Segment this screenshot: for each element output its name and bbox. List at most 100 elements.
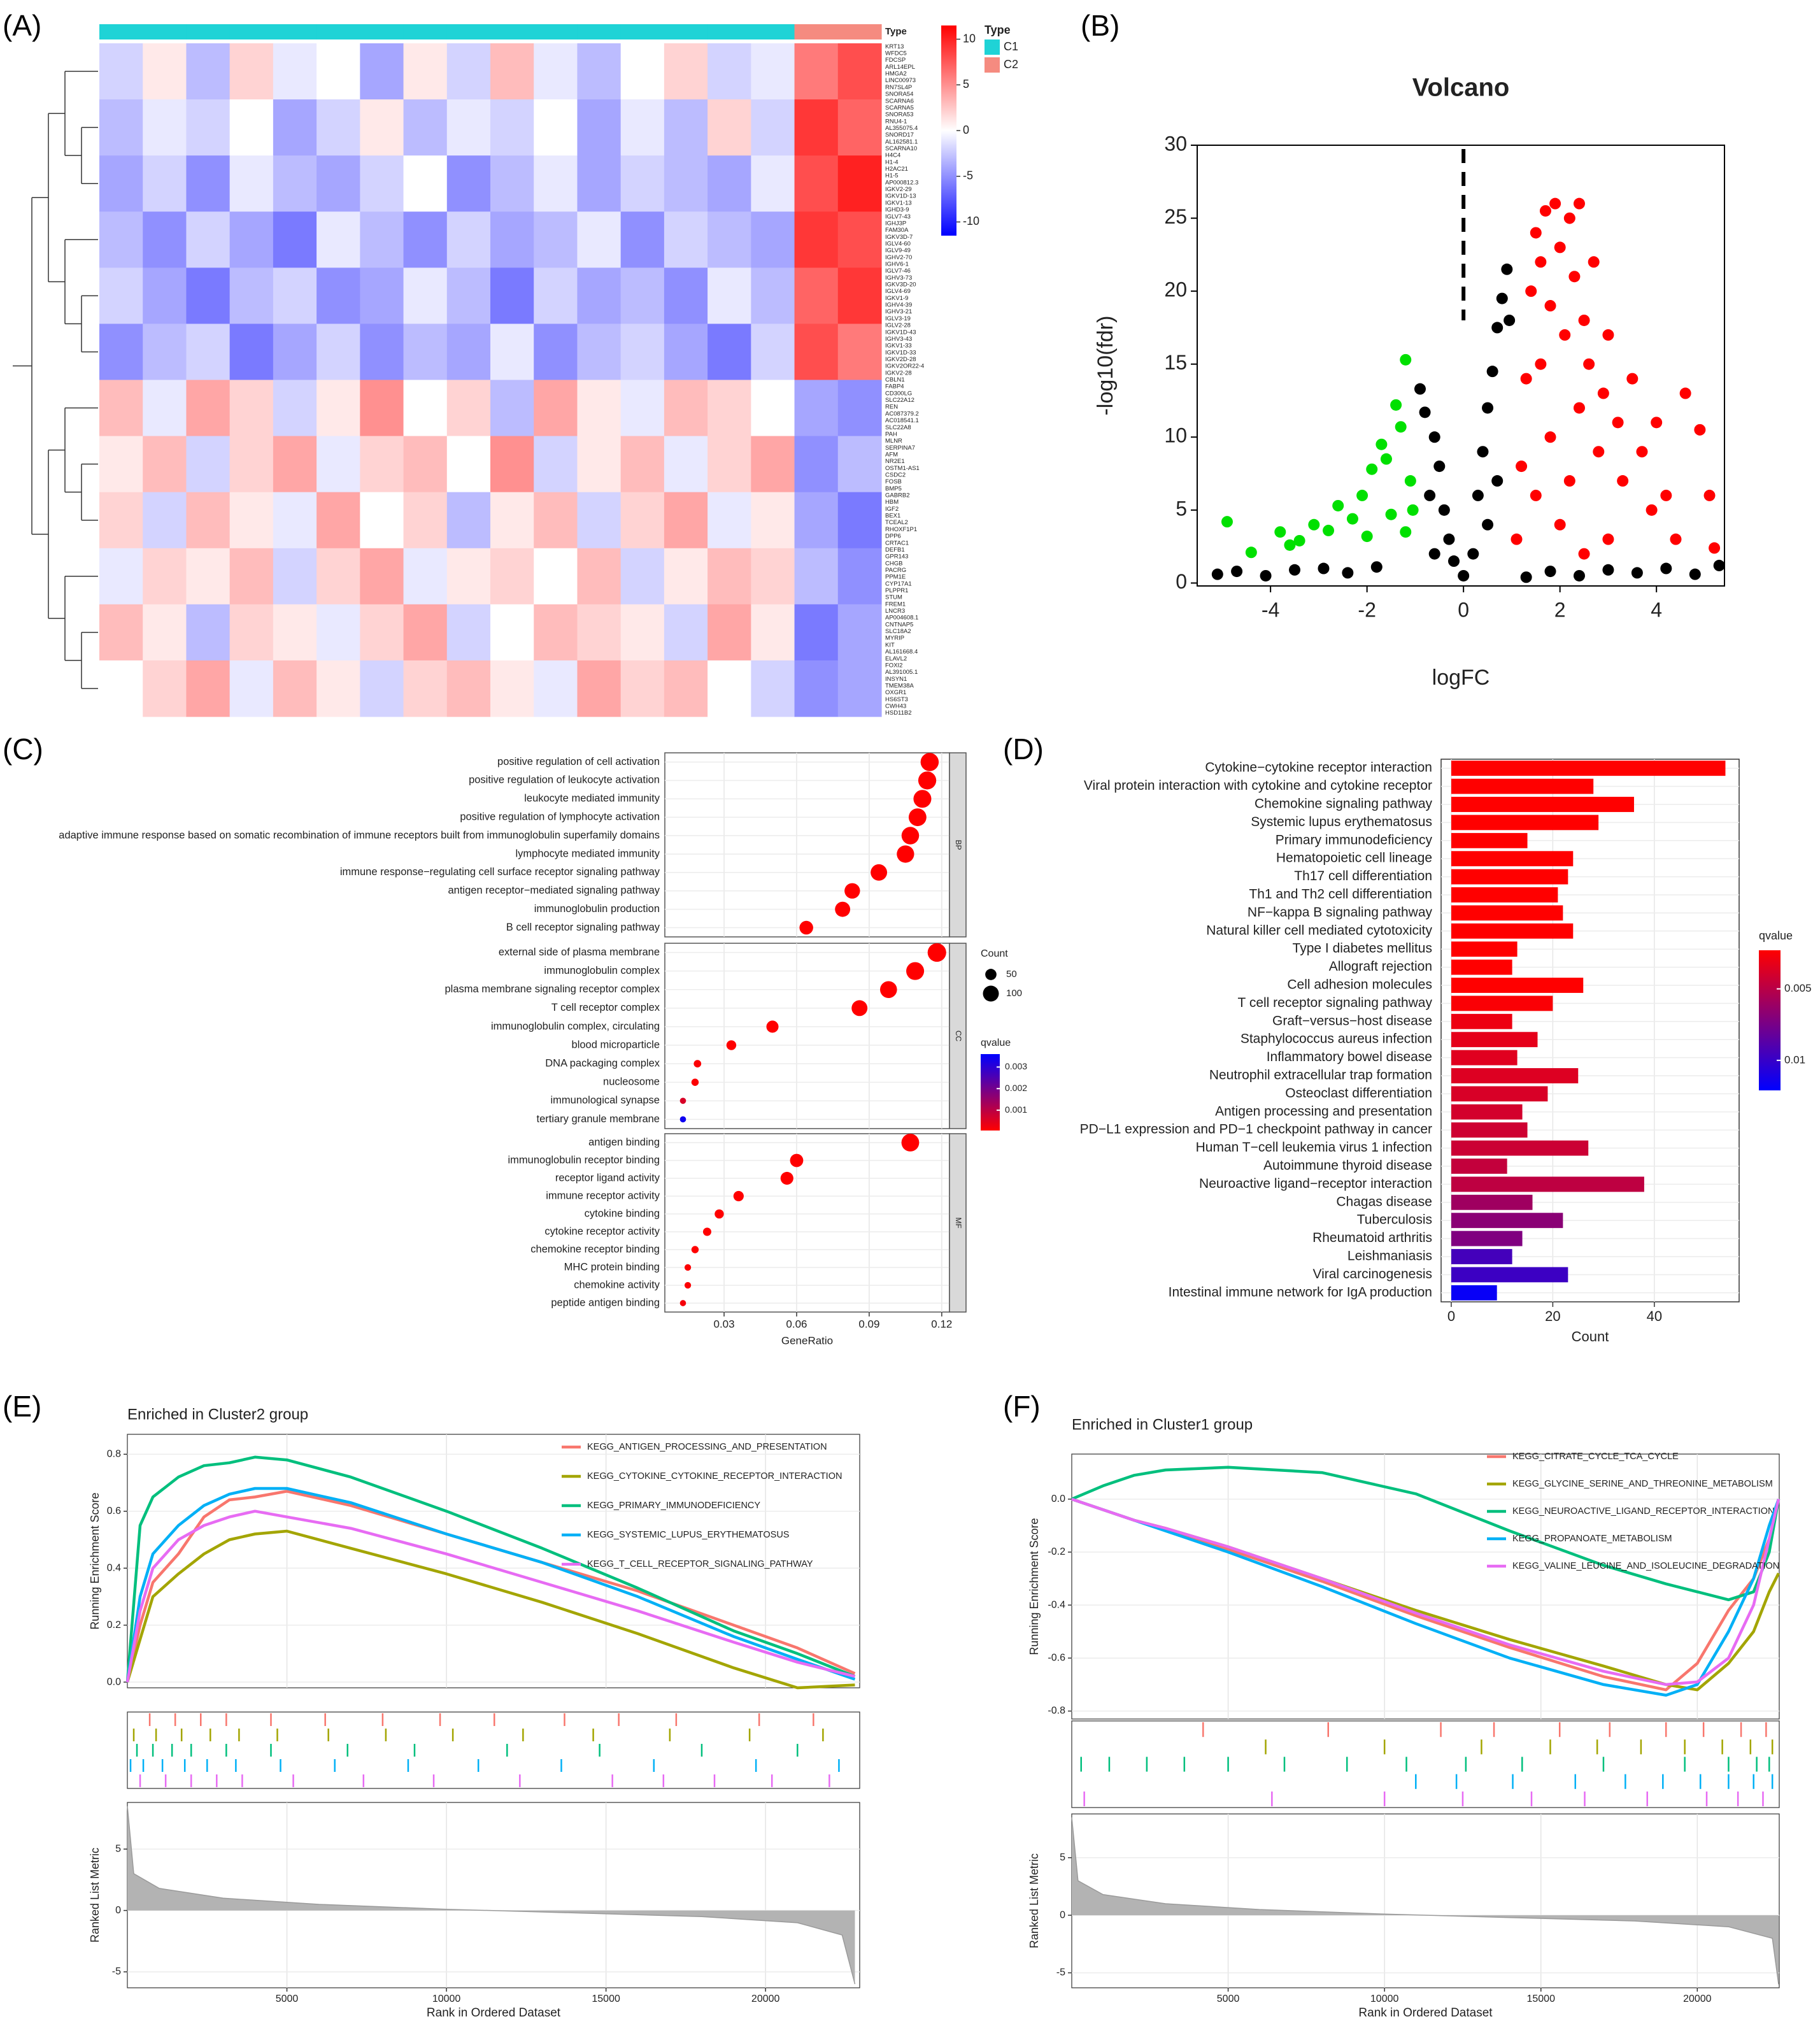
heatmap-cell [273, 548, 317, 605]
heatmap-cell [99, 436, 143, 493]
heatmap-cell [229, 492, 274, 549]
category-label: Neutrophil extracellular trap formation [1209, 1068, 1432, 1083]
legend-label: 100 [1006, 988, 1022, 999]
category-label: immunoglobulin production [534, 903, 660, 915]
point [1602, 329, 1614, 341]
point [1501, 263, 1513, 275]
heatmap-cell [837, 436, 882, 493]
heatmap-cell [707, 211, 751, 268]
dot [693, 1060, 702, 1068]
point [1554, 241, 1566, 253]
x-tick-label: 20000 [1683, 1994, 1712, 2004]
heatmap-cell [577, 324, 622, 381]
point [1554, 518, 1566, 531]
heatmap-cell [446, 492, 491, 549]
column-type-cell [229, 24, 274, 39]
legend-label: KEGG_GLYCINE_SERINE_AND_THREONINE_METABO… [1512, 1479, 1773, 1489]
heatmap-cell [403, 99, 448, 156]
heatmap-cell [664, 604, 708, 661]
bar [1451, 1086, 1548, 1102]
heatmap-cell [143, 548, 187, 605]
point [1443, 533, 1455, 545]
point [1433, 460, 1446, 473]
heatmap-cell [707, 548, 751, 605]
heatmap-cell [186, 380, 231, 437]
heatmap-cell [316, 211, 360, 268]
gene-label: IGKV1-13 [885, 199, 912, 206]
dot [691, 1246, 699, 1253]
heatmap-cell [534, 604, 578, 661]
heatmap-cell [620, 43, 665, 100]
bar [1451, 760, 1726, 776]
bar [1451, 797, 1634, 812]
legend-tick-label: 0.002 [1005, 1083, 1027, 1093]
point [1516, 460, 1528, 473]
category-label: lymphocyte mediated immunity [515, 848, 660, 859]
gene-label: IGHV2-70 [885, 254, 912, 261]
heatmap-cell [534, 548, 578, 605]
dot [901, 1134, 920, 1152]
heatmap-cell [99, 548, 143, 605]
gene-label: LNCR3 [885, 608, 905, 615]
heatmap-cell [99, 211, 143, 268]
gene-label: AL162581.1 [885, 138, 918, 145]
heatmap-cell [577, 211, 622, 268]
gene-label: TCEAL2 [885, 519, 908, 526]
category-label: Osteoclast differentiation [1285, 1086, 1432, 1101]
category-label: Allograft rejection [1329, 959, 1432, 974]
metric-line [127, 1806, 856, 1985]
heatmap-cell [229, 99, 274, 156]
category-label: Viral protein interaction with cytokine … [1084, 778, 1432, 793]
heatmap-cell [360, 380, 404, 437]
heatmap-cell [446, 548, 491, 605]
heatmap-cell [99, 324, 143, 381]
heatmap-cell [620, 268, 665, 325]
y-axis-label: Ranked List Metric [1028, 1853, 1041, 1948]
category-label: Rheumatoid arthritis [1312, 1231, 1432, 1245]
bar [1451, 1140, 1589, 1156]
point [1588, 256, 1600, 268]
heatmap-cell [707, 604, 751, 661]
facet-strip [949, 1133, 967, 1313]
gene-label: SLC18A2 [885, 628, 911, 635]
point [1491, 322, 1504, 334]
chart-title: Enriched in Cluster1 group [1072, 1416, 1253, 1433]
bar [1451, 869, 1568, 885]
heatmap-cell [99, 268, 143, 325]
plot-frame [1071, 1813, 1780, 1988]
x-tick-label: 15000 [592, 1994, 620, 2004]
gene-label: FABP4 [885, 383, 904, 390]
heatmap-cell [490, 43, 534, 100]
heatmap-cell [316, 660, 360, 717]
category-label: Hematopoietic cell lineage [1276, 851, 1432, 866]
heatmap-cell [620, 548, 665, 605]
gene-label: IGKV3D-20 [885, 282, 916, 289]
y-axis-label: Running Enrichment Score [89, 1492, 101, 1629]
heatmap-cell [360, 268, 404, 325]
heatmap-cell [99, 604, 143, 661]
point [1424, 489, 1436, 501]
x-tick-label: 0 [1458, 598, 1469, 621]
legend-dot [983, 985, 999, 1002]
point [1458, 569, 1470, 581]
heatmap-cell [360, 436, 404, 493]
heatmap-cell [837, 380, 882, 437]
heatmap-cell [490, 548, 534, 605]
column-type-cell [751, 24, 795, 39]
gene-label: AC018541.1 [885, 417, 919, 424]
legend-label: 50 [1006, 969, 1017, 980]
point [1539, 205, 1551, 217]
y-axis-label: -log10(fdr) [1093, 316, 1118, 416]
legend-tick-label: 0.01 [1784, 1053, 1805, 1066]
heatmap-cell [143, 324, 187, 381]
point [1511, 533, 1523, 545]
point [1404, 475, 1416, 487]
facet-label: CC [954, 1031, 963, 1042]
gene-label: IGHV3-43 [885, 336, 912, 343]
legend-tick-label: 0.001 [1005, 1104, 1027, 1115]
facet-strip [949, 943, 967, 1129]
bar [1451, 1122, 1528, 1138]
color-bar [1759, 950, 1781, 1090]
heatmap-cell [273, 436, 317, 493]
